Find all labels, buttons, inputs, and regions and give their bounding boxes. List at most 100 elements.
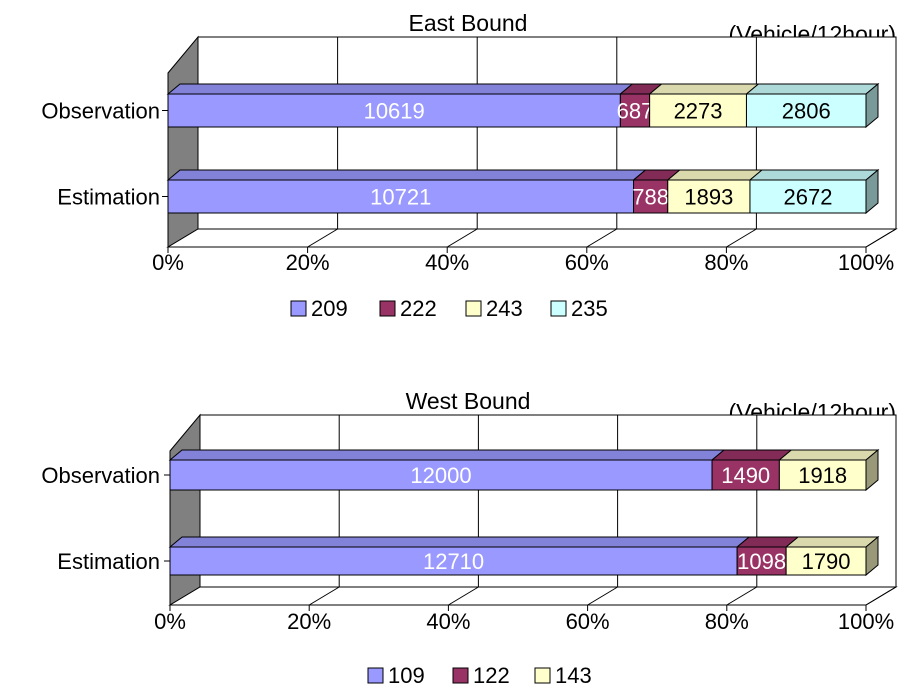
bar-top-face	[666, 169, 764, 181]
bar-segment: 2672	[748, 168, 880, 215]
bar-top-face	[748, 169, 880, 181]
bar-data-label: 1790	[802, 549, 851, 574]
bar-data-label: 2672	[784, 185, 833, 210]
floor-gridline	[307, 228, 338, 248]
floor-gridline	[448, 586, 479, 606]
bar-segment: 1918	[777, 448, 880, 492]
bar-front-face	[633, 179, 669, 214]
x-tick-label: 60%	[566, 609, 610, 634]
bar-top-face	[648, 83, 760, 95]
x-tick-label: 40%	[425, 250, 469, 275]
legend-swatch	[452, 667, 469, 684]
legend-swatch	[379, 300, 396, 317]
legend: 209 222 243 235	[290, 296, 608, 321]
floor-gridline	[865, 228, 897, 248]
bar-data-label: 788	[632, 185, 669, 210]
bar-segment: 1098	[735, 536, 800, 576]
bar-side-face	[865, 168, 879, 215]
bar-segment: 2806	[745, 82, 880, 129]
bar-data-label: 2273	[674, 99, 723, 124]
legend-label: 222	[400, 296, 437, 321]
bar-top-face	[168, 449, 726, 461]
bar-segment: 10619	[166, 83, 634, 128]
y-category-label: Observation	[41, 463, 160, 488]
bar-data-label: 1098	[737, 549, 786, 574]
bar-segment: 687	[617, 83, 664, 128]
bar-top-face	[168, 536, 751, 548]
x-tick-label: 100%	[838, 250, 894, 275]
bar-front-face	[745, 93, 867, 128]
legend-label: 143	[555, 663, 592, 688]
bar-front-face	[169, 459, 713, 491]
floor-gridline	[587, 586, 618, 606]
x-tick-label: 20%	[287, 609, 331, 634]
bar-data-label: 687	[617, 99, 654, 124]
floor-gridline	[586, 228, 618, 248]
bar-data-label: 12000	[410, 463, 471, 488]
bar-segment: 12710	[168, 536, 751, 576]
bar-data-label: 10721	[370, 185, 431, 210]
floor-gridline	[308, 586, 340, 606]
x-tick-label: 100%	[838, 609, 894, 634]
bar-front-face	[169, 546, 738, 576]
bar-segment: 12000	[168, 449, 726, 491]
y-category-label: Estimation	[57, 185, 160, 210]
bar-segment: 788	[632, 169, 682, 214]
legend-swatch	[550, 300, 567, 317]
bar-top-face	[784, 536, 880, 548]
legend-label: 209	[311, 296, 348, 321]
bar-front-face	[167, 179, 635, 214]
bar-data-label: 2806	[782, 99, 831, 124]
x-tick-label: 80%	[704, 250, 748, 275]
bar-side-face	[865, 535, 879, 577]
bar-front-face	[736, 546, 787, 576]
bar-top-face	[166, 169, 647, 181]
bar-data-label: 1893	[684, 185, 733, 210]
legend: 109 122 143	[367, 663, 592, 688]
legend-label: 235	[571, 296, 608, 321]
chart-panel-1: West Bound (Vehicle/12hour)0% 20% 40% 60% 80%…	[41, 388, 898, 688]
legend-label: 243	[486, 296, 523, 321]
bar-front-face	[619, 93, 651, 128]
bar-segment: 1790	[784, 535, 880, 577]
bar-segment: 2273	[648, 83, 760, 128]
x-tick-label: 40%	[426, 609, 470, 634]
bar-front-face	[667, 179, 751, 214]
bar-segment: 1893	[666, 169, 764, 214]
y-category-label: Estimation	[57, 549, 160, 574]
legend-label: 122	[473, 663, 510, 688]
x-tick-label: 0%	[154, 609, 186, 634]
legend-swatch	[465, 300, 482, 317]
bar-data-label: 1918	[798, 463, 847, 488]
bar-front-face	[649, 93, 747, 128]
bar-data-label: 12710	[423, 549, 484, 574]
bar-top-face	[710, 449, 793, 461]
chart-title: West Bound	[406, 388, 531, 414]
floor-gridline	[726, 586, 758, 606]
legend-swatch	[534, 667, 551, 684]
bar-segment: 10721	[166, 169, 647, 214]
plot-floor	[166, 228, 898, 248]
bar-side-face	[865, 448, 879, 492]
bar-data-label: 1490	[721, 463, 770, 488]
y-category-label: Observation	[41, 99, 160, 124]
bar-front-face	[785, 546, 867, 576]
chart-title: East Bound	[409, 10, 528, 36]
bar-side-face	[865, 82, 879, 129]
floor-gridline	[726, 228, 757, 248]
floor-gridline	[865, 586, 897, 606]
plot-floor	[168, 586, 898, 606]
legend-swatch	[290, 300, 307, 317]
bar-data-label: 10619	[364, 99, 425, 124]
legend-label: 109	[388, 663, 425, 688]
bar-top-face	[745, 83, 880, 95]
legend-swatch	[367, 667, 384, 684]
plot-side-wall	[169, 413, 201, 606]
x-tick-label: 80%	[705, 609, 749, 634]
chart-panel-0: East Bound (Vehicle/12hour)0% 20% 40% 60% 80%…	[41, 10, 898, 321]
x-tick-label: 0%	[152, 250, 184, 275]
bar-segment: 1490	[710, 449, 793, 491]
bar-front-face	[778, 459, 867, 491]
